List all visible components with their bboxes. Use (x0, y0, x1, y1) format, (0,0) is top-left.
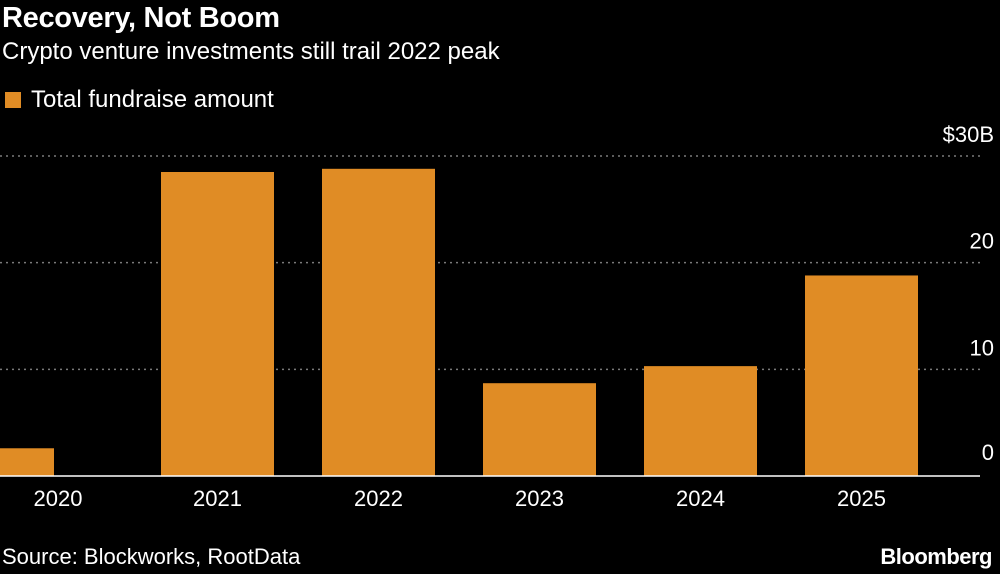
bar-2023 (483, 383, 596, 476)
y-tick-label: 0 (982, 440, 994, 465)
y-tick-label: 10 (970, 335, 994, 360)
bar-2024 (644, 366, 757, 476)
bar-2022 (322, 168, 435, 477)
x-tick-label: 2022 (354, 486, 403, 511)
bloomberg-logo: Bloomberg (880, 544, 992, 569)
legend-swatch (5, 92, 21, 108)
bars (0, 168, 918, 477)
bar-2025 (805, 275, 918, 476)
x-tick-label: 2021 (193, 486, 242, 511)
x-tick-label: 2023 (515, 486, 564, 511)
chart-title: Recovery, Not Boom (2, 2, 280, 34)
y-tick-label: 20 (970, 229, 994, 254)
source-note: Source: Blockworks, RootData (2, 544, 301, 569)
x-tick-label: 2020 (34, 486, 83, 511)
x-axis-ticks: 2020 2021 2022 2023 2024 2025 (34, 486, 886, 511)
y-tick-label: $30B (943, 122, 994, 147)
bar-2020 (0, 448, 54, 476)
legend: Total fundraise amount (5, 86, 274, 114)
x-tick-label: 2024 (676, 486, 725, 511)
bar-2021 (161, 172, 274, 476)
x-tick-label: 2025 (837, 486, 886, 511)
y-axis-ticks: 0 10 20 $30B (943, 122, 994, 465)
chart-subtitle: Crypto venture investments still trail 2… (2, 38, 500, 65)
legend-label: Total fundraise amount (31, 86, 274, 113)
